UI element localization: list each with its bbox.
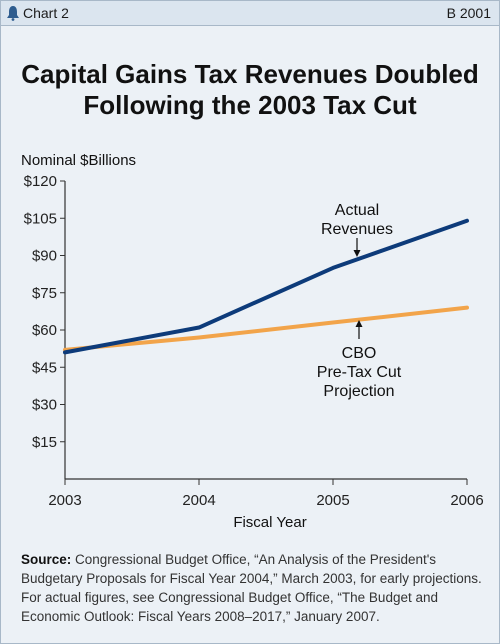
actual-revenues-label: Actual <box>335 202 379 219</box>
source-label: Source: <box>21 552 72 567</box>
x-tick-label: 2006 <box>450 492 483 509</box>
chart-report-id: B 2001 <box>446 5 491 21</box>
actual-revenues-arrowhead <box>353 250 361 257</box>
y-tick-label: $90 <box>32 248 57 265</box>
cbo-projection-arrowhead <box>355 320 363 327</box>
y-tick-label: $60 <box>32 322 57 339</box>
y-tick-label: $45 <box>32 359 57 376</box>
y-tick-label: $120 <box>24 173 57 190</box>
y-tick-label: $105 <box>24 210 57 227</box>
cbo-projection-line <box>63 305 469 352</box>
x-axis-title: Fiscal Year <box>233 514 306 531</box>
line-chart: $15 $30 $45 $60 $75 $90 $105 $120 2003 2004 2005 20… <box>24 173 484 531</box>
source-note: Source: Congressional Budget Office, “An… <box>21 550 491 626</box>
cbo-projection-label: Projection <box>323 383 394 400</box>
y-axis-label: Nominal $Billions <box>21 152 137 169</box>
chart-number-label: Chart 2 <box>23 5 69 21</box>
source-text: Congressional Budget Office, “An Analysi… <box>21 552 482 624</box>
chart-title-line-2: Following the 2003 Tax Cut <box>83 90 417 120</box>
x-tick-label: 2005 <box>316 492 349 509</box>
y-tick-label: $75 <box>32 285 57 302</box>
cbo-projection-label: Pre-Tax Cut <box>317 364 402 381</box>
liberty-bell-icon <box>7 6 19 21</box>
actual-revenues-line <box>63 218 469 355</box>
header-bar: Chart 2 B 2001 <box>1 1 499 26</box>
chart-title: Capital Gains Tax Revenues Doubled Follo… <box>1 59 499 121</box>
cbo-projection-label: CBO <box>342 345 377 362</box>
y-tick-label: $15 <box>32 434 57 451</box>
chart-title-line-1: Capital Gains Tax Revenues Doubled <box>21 59 479 89</box>
x-tick-label: 2003 <box>48 492 81 509</box>
y-tick-label: $30 <box>32 397 57 414</box>
x-tick-label: 2004 <box>182 492 215 509</box>
actual-revenues-label: Revenues <box>321 221 393 238</box>
